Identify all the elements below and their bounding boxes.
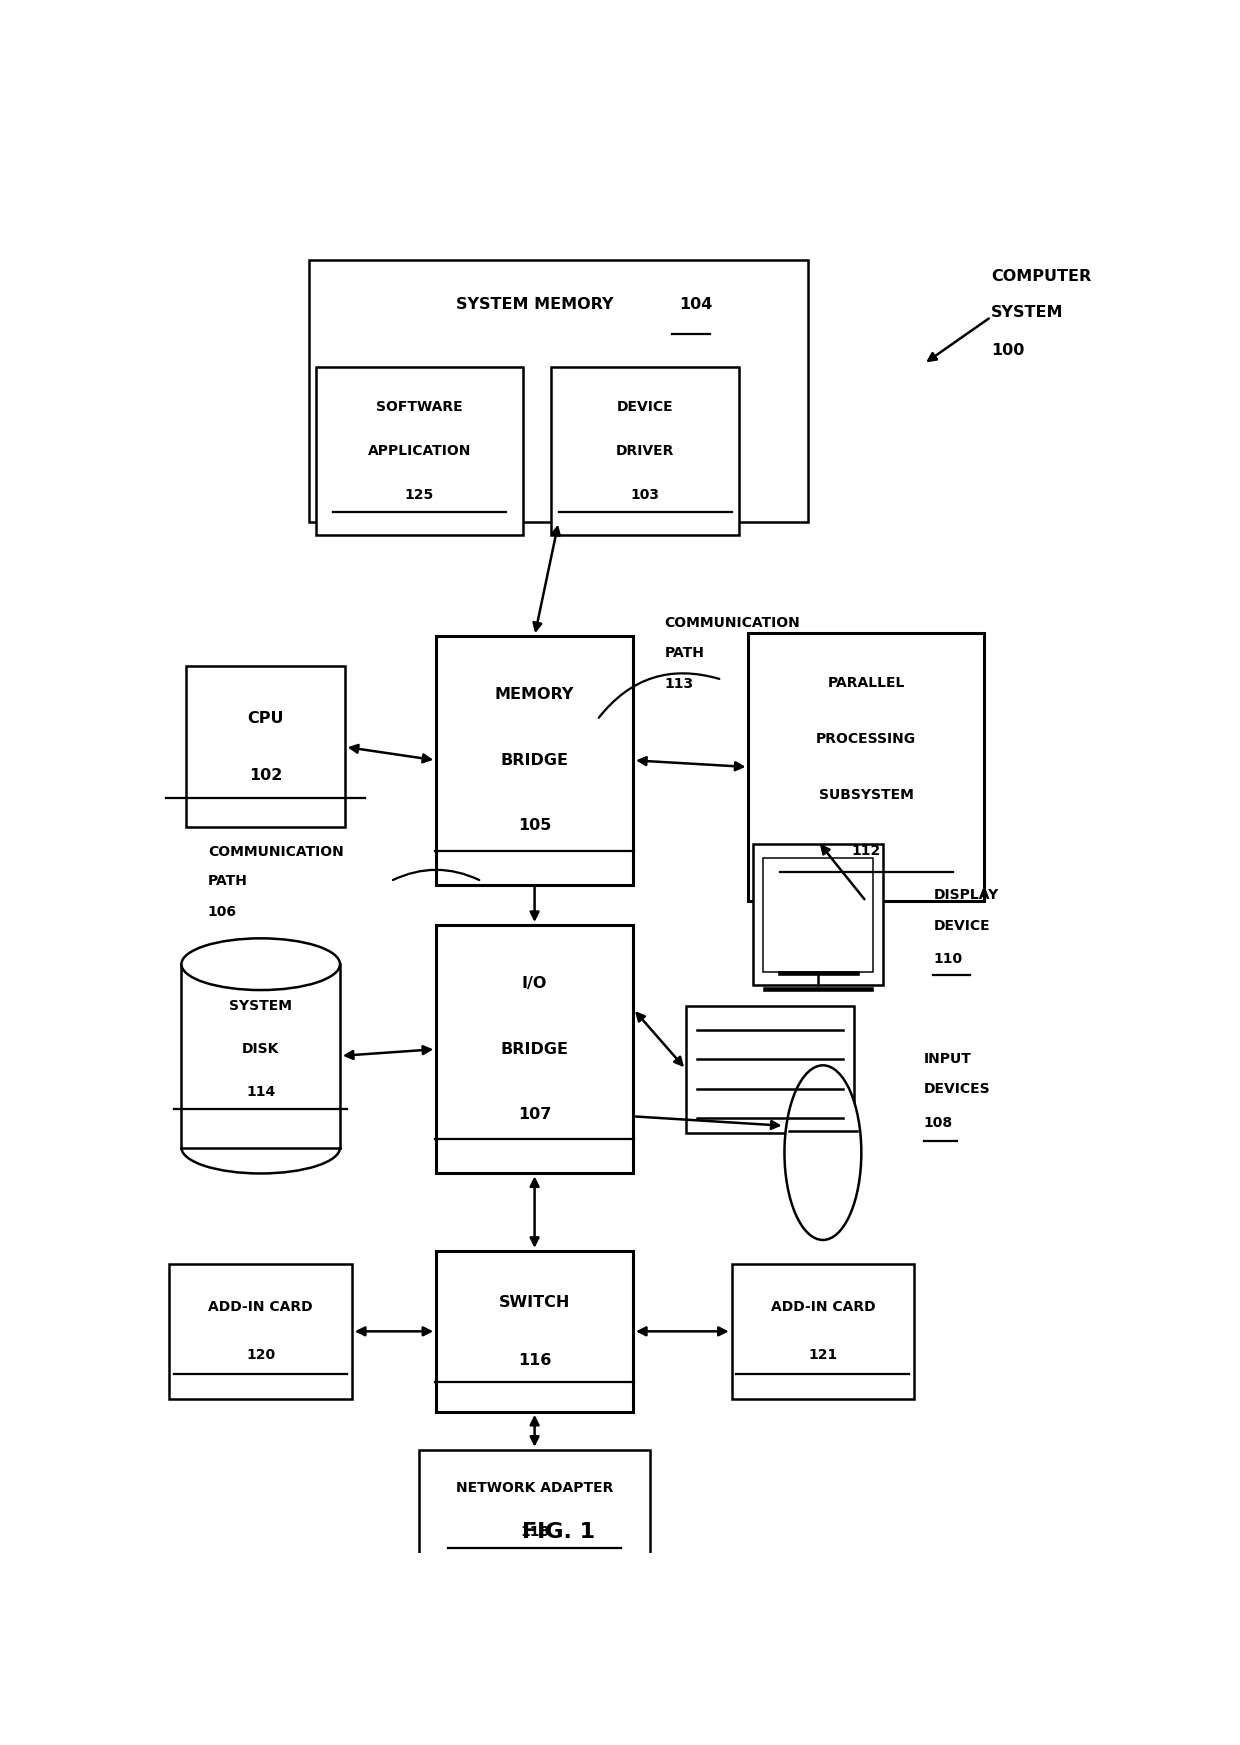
Text: DEVICES: DEVICES <box>924 1082 991 1096</box>
Bar <box>732 1263 914 1398</box>
Bar <box>749 633 983 902</box>
Text: COMMUNICATION: COMMUNICATION <box>665 616 800 630</box>
Bar <box>181 965 340 1148</box>
Text: APPLICATION: APPLICATION <box>367 445 471 459</box>
Bar <box>316 366 522 536</box>
Bar <box>436 925 634 1173</box>
Text: 112: 112 <box>852 845 880 859</box>
Text: 118: 118 <box>520 1525 549 1539</box>
Text: SUBSYSTEM: SUBSYSTEM <box>818 789 914 803</box>
Bar <box>436 1251 634 1412</box>
Text: 110: 110 <box>934 953 962 967</box>
Text: PARALLEL: PARALLEL <box>827 675 905 689</box>
Bar <box>419 1450 650 1571</box>
FancyArrowPatch shape <box>393 869 479 879</box>
Bar <box>753 845 883 986</box>
Ellipse shape <box>785 1064 862 1241</box>
Bar <box>763 859 873 972</box>
Text: 121: 121 <box>808 1349 837 1363</box>
Text: SYSTEM: SYSTEM <box>991 305 1064 321</box>
Text: DEVICE: DEVICE <box>616 400 673 414</box>
Bar <box>436 635 634 885</box>
Text: I/O: I/O <box>522 975 547 991</box>
Text: 125: 125 <box>404 489 434 503</box>
Text: 104: 104 <box>678 297 712 312</box>
Text: SWITCH: SWITCH <box>498 1295 570 1310</box>
Text: INPUT: INPUT <box>924 1052 972 1066</box>
Text: ADD-IN CARD: ADD-IN CARD <box>770 1300 875 1314</box>
FancyArrowPatch shape <box>599 674 719 717</box>
Bar <box>552 366 739 536</box>
Text: CPU: CPU <box>247 710 284 726</box>
Text: 120: 120 <box>247 1349 275 1363</box>
Text: 107: 107 <box>518 1106 552 1122</box>
Text: PATH: PATH <box>665 646 704 660</box>
Text: COMMUNICATION: COMMUNICATION <box>208 845 343 859</box>
Text: PATH: PATH <box>208 874 248 888</box>
Text: MEMORY: MEMORY <box>495 688 574 703</box>
Text: 106: 106 <box>208 906 237 920</box>
Text: SYSTEM: SYSTEM <box>229 998 293 1012</box>
Text: 102: 102 <box>249 768 283 784</box>
Text: BRIDGE: BRIDGE <box>501 752 569 768</box>
Bar <box>309 260 808 522</box>
Text: 113: 113 <box>665 677 693 691</box>
Text: PROCESSING: PROCESSING <box>816 731 916 747</box>
Text: 103: 103 <box>631 489 660 503</box>
Text: COMPUTER: COMPUTER <box>991 269 1091 284</box>
Text: 108: 108 <box>924 1117 952 1131</box>
Text: SOFTWARE: SOFTWARE <box>376 400 463 414</box>
Bar <box>686 1005 854 1133</box>
Text: DEVICE: DEVICE <box>934 918 990 932</box>
Text: DISPLAY: DISPLAY <box>934 888 998 902</box>
Bar <box>170 1263 352 1398</box>
Text: DISK: DISK <box>242 1042 279 1056</box>
Ellipse shape <box>181 939 340 989</box>
Text: NETWORK ADAPTER: NETWORK ADAPTER <box>456 1482 614 1495</box>
Text: SYSTEM MEMORY: SYSTEM MEMORY <box>456 297 614 312</box>
Text: DRIVER: DRIVER <box>616 445 675 459</box>
Bar <box>186 667 345 827</box>
Text: 100: 100 <box>991 344 1024 358</box>
Text: 114: 114 <box>246 1085 275 1099</box>
Text: ADD-IN CARD: ADD-IN CARD <box>208 1300 312 1314</box>
Text: BRIDGE: BRIDGE <box>501 1042 569 1057</box>
Text: 105: 105 <box>518 818 552 832</box>
Text: FIG. 1: FIG. 1 <box>522 1522 595 1543</box>
Text: 116: 116 <box>518 1352 552 1368</box>
